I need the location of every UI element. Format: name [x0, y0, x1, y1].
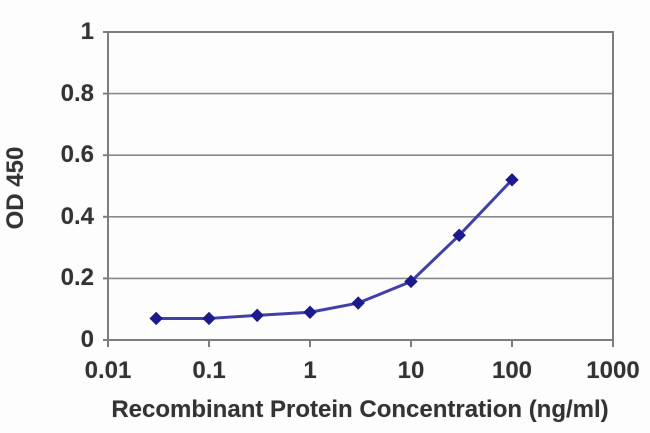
data-point-marker: [351, 296, 365, 310]
x-tick-label-100: 100: [491, 357, 533, 384]
plot-border: [107, 31, 614, 341]
data-point-marker: [250, 308, 264, 323]
x-tick-label-1000: 1000: [586, 357, 640, 384]
y-tick-label-0: 0: [80, 326, 94, 353]
data-point-marker: [505, 173, 519, 187]
x-tick-label-1: 1: [303, 357, 317, 384]
data-point-marker: [404, 274, 418, 289]
data-line: [154, 178, 514, 320]
data-point-marker: [303, 305, 317, 319]
y-tick-label-0-6: 0.6: [60, 141, 94, 168]
y-tick-label-1: 1: [80, 18, 94, 45]
x-axis-title: Recombinant Protein Concentration (ng/ml…: [111, 396, 609, 423]
data-point-marker: [149, 311, 163, 326]
y-axis-title: OD 450: [2, 146, 29, 230]
x-tick-label-0-1: 0.1: [192, 357, 226, 384]
x-tick-label-10: 10: [397, 357, 425, 384]
data-point-marker: [452, 228, 466, 242]
y-tick-label-0-2: 0.2: [60, 264, 94, 291]
y-tick-label-0-4: 0.4: [60, 203, 94, 230]
data-point-marker: [202, 311, 216, 326]
y-tick-label-0-8: 0.8: [60, 80, 94, 107]
x-tick-label-0-01: 0.01: [84, 357, 132, 384]
